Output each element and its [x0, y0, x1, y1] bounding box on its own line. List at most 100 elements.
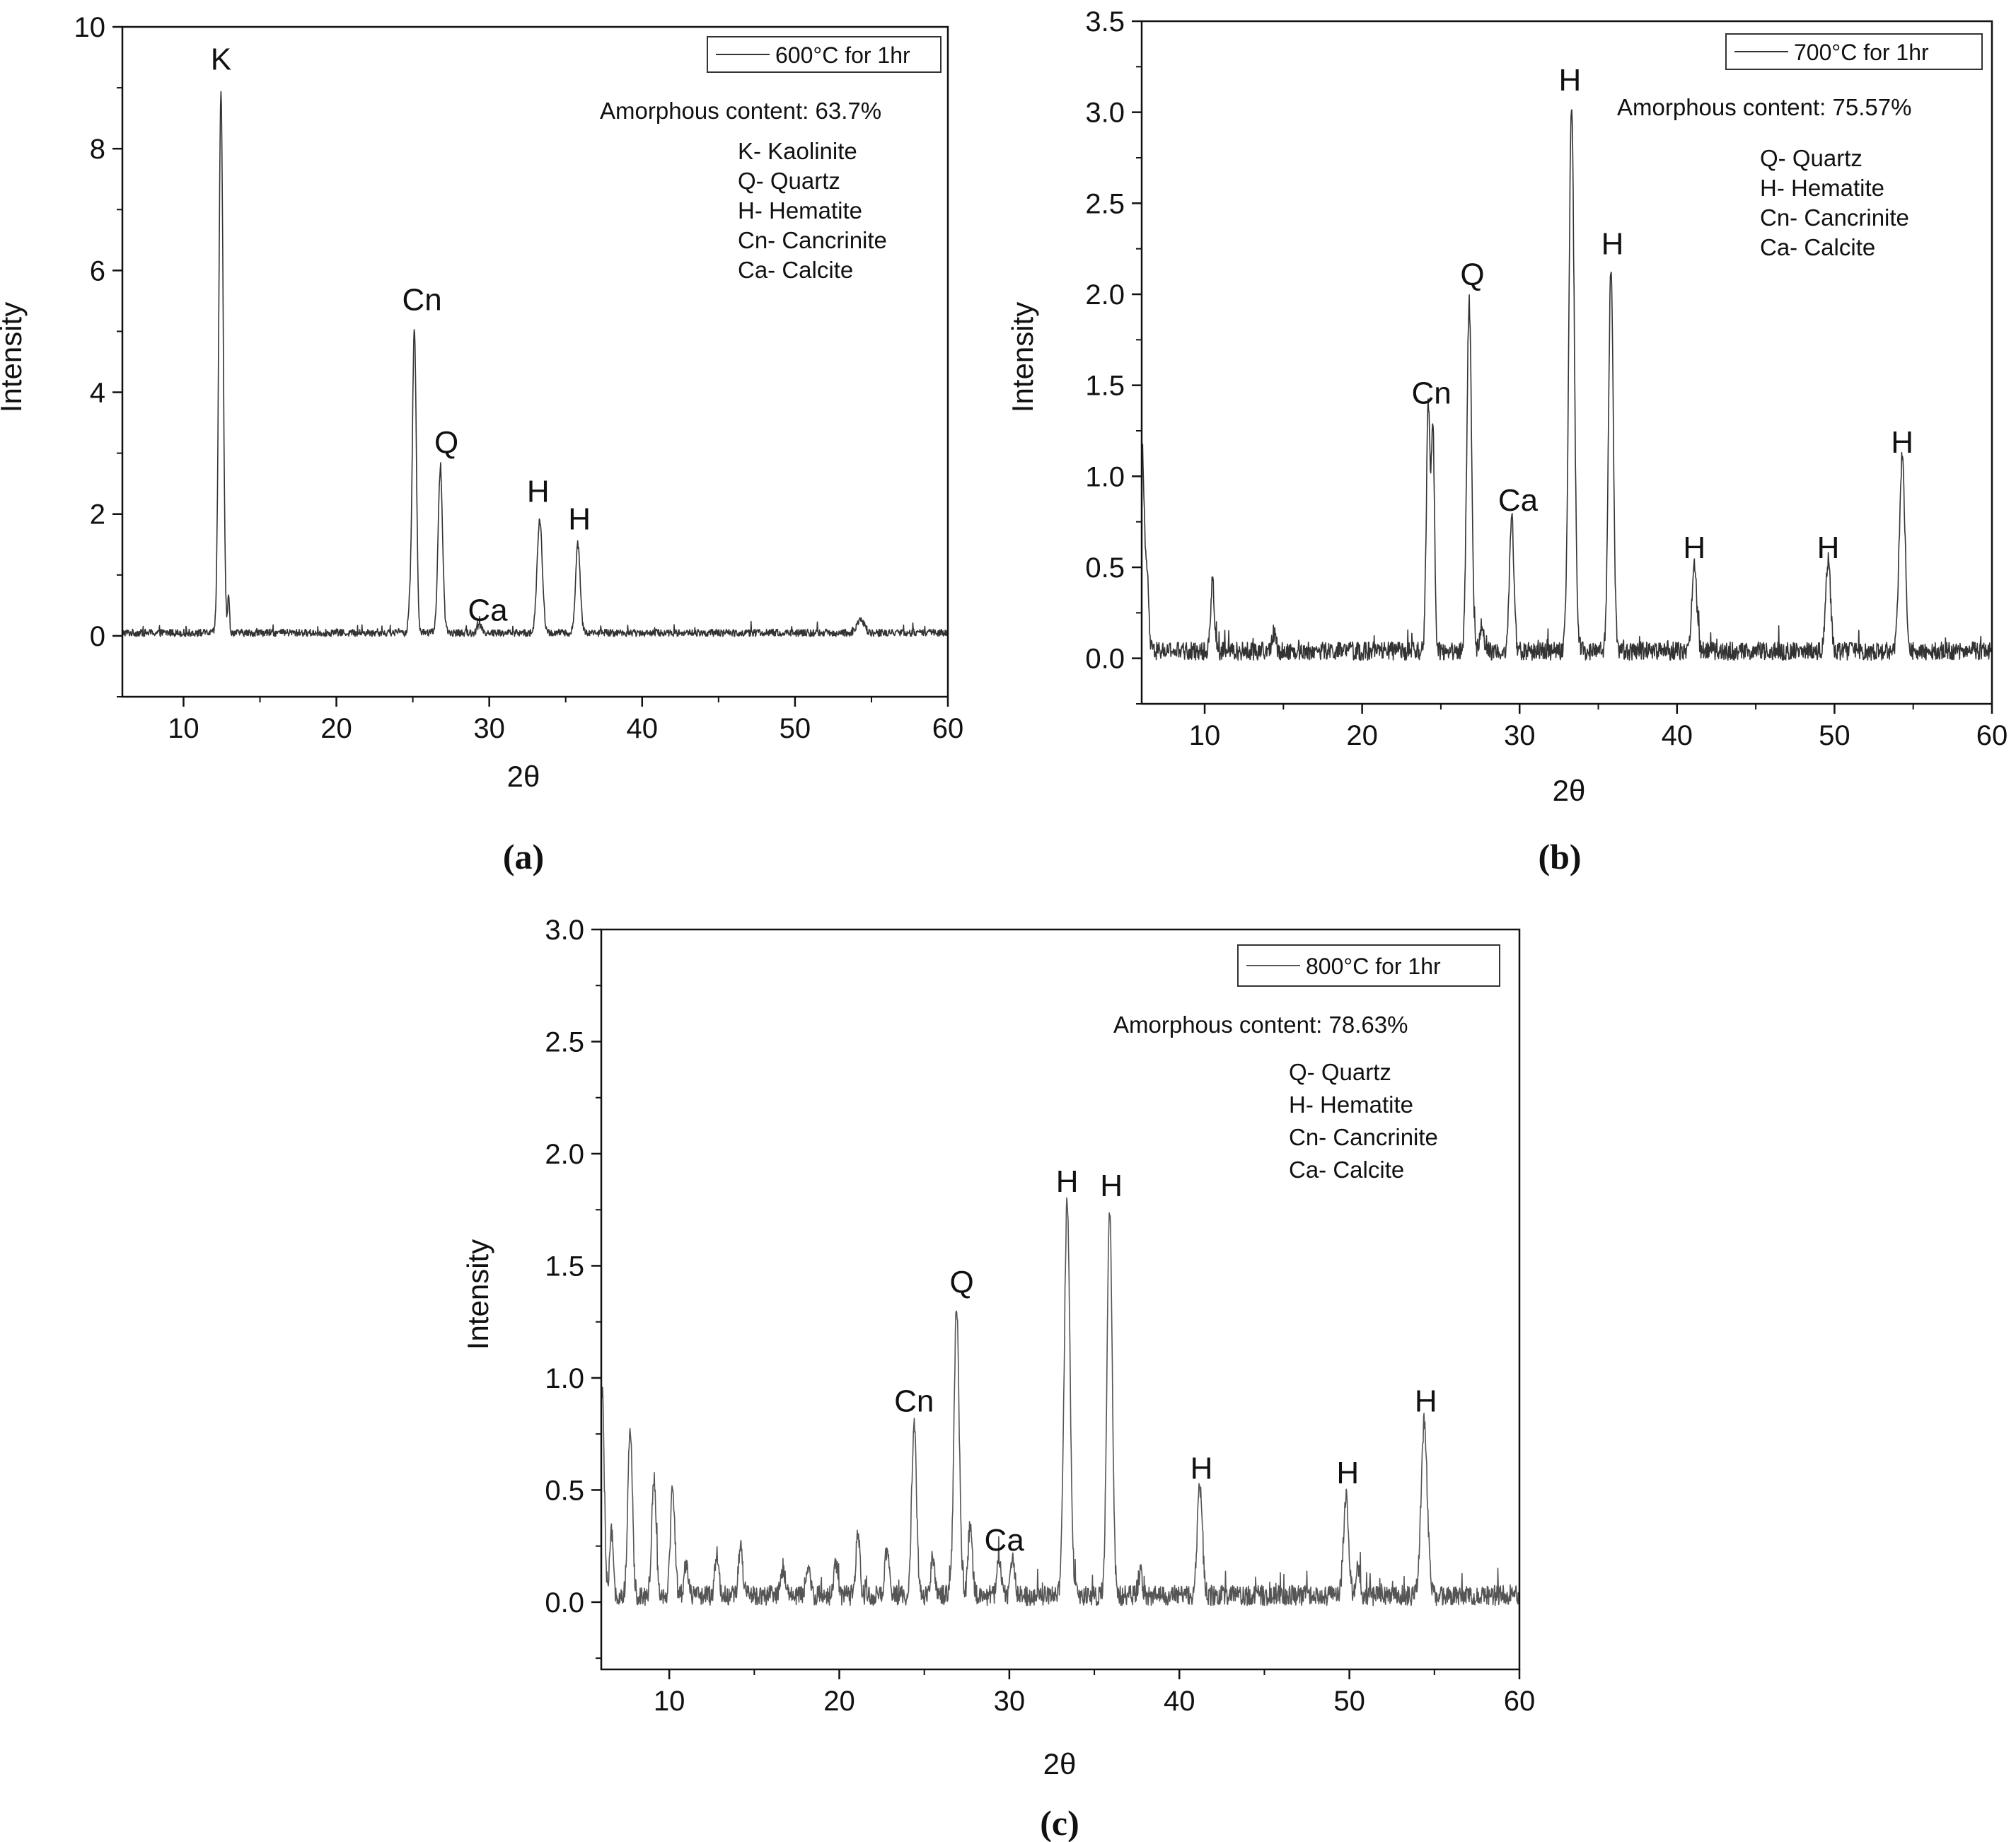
- peak-label: Ca: [1498, 483, 1539, 518]
- phase-key-item: Cn- Cancrinite: [1289, 1124, 1438, 1150]
- amorphous-content-note: Amorphous content: 75.57%: [1617, 94, 1911, 120]
- x-tick-label: 60: [932, 713, 964, 744]
- y-axis-title: Intensity: [461, 1239, 494, 1350]
- peak-label: Cn: [894, 1384, 934, 1418]
- x-tick-label: 30: [1504, 720, 1536, 751]
- y-tick-label: 0.0: [545, 1587, 584, 1618]
- peak-label: H: [1559, 63, 1582, 98]
- plot-frame: [600, 928, 1521, 1671]
- peak-label: Q: [949, 1265, 973, 1299]
- phase-key-item: K- Kaolinite: [738, 138, 857, 164]
- x-tick-label: 40: [627, 713, 659, 744]
- x-tick-label: 10: [168, 713, 199, 744]
- y-tick-label: 1.5: [1085, 371, 1125, 402]
- phase-key-item: H- Hematite: [1289, 1091, 1413, 1118]
- y-tick-label: 3.0: [1085, 98, 1125, 129]
- panel-label: (b): [1538, 837, 1581, 876]
- y-tick-label: 0.5: [1085, 552, 1125, 584]
- phase-key-item: Cn- Cancrinite: [1760, 204, 1909, 231]
- x-tick-label: 50: [1333, 1686, 1365, 1717]
- peak-label: H: [568, 502, 591, 536]
- legend: 800°C for 1hr: [1237, 944, 1500, 987]
- x-tick-label: 60: [1504, 1686, 1536, 1717]
- y-tick-label: 10: [74, 12, 106, 43]
- peak-label: H: [1817, 531, 1840, 565]
- x-tick-label: 30: [994, 1686, 1026, 1717]
- peak-label: Ca: [468, 593, 508, 627]
- y-tick-label: 1.5: [545, 1251, 584, 1282]
- y-tick-label: 2: [90, 499, 105, 531]
- y-tick-label: 0.0: [1085, 644, 1125, 675]
- plot-frame: [1140, 20, 1993, 705]
- x-tick-label: 10: [654, 1686, 685, 1717]
- legend: 700°C for 1hr: [1725, 33, 1983, 70]
- legend: 600°C for 1hr: [707, 36, 942, 73]
- peak-label: H: [1683, 531, 1705, 565]
- y-tick-label: 6: [90, 255, 105, 286]
- peak-label: Q: [1460, 257, 1484, 292]
- phase-key-item: Q- Quartz: [1289, 1059, 1391, 1085]
- peak-label: H: [1191, 1452, 1213, 1486]
- peak-label: H: [1415, 1384, 1437, 1418]
- xrd-series-line: [601, 1197, 1520, 1606]
- legend-label: 800°C for 1hr: [1306, 954, 1441, 979]
- panel-label: (c): [1040, 1803, 1079, 1842]
- plot-frame: [121, 25, 949, 698]
- peak-label: Q: [434, 426, 458, 460]
- panel-label: (a): [503, 837, 544, 876]
- peak-label: K: [211, 42, 231, 76]
- x-axis-title: 2θ: [507, 760, 540, 793]
- y-tick-label: 3.5: [1085, 6, 1125, 37]
- y-tick-label: 2.5: [545, 1026, 584, 1058]
- chart-panel-c: 10 20 30 40 50 60 0.0 0.5 1.0 1.5 2.0 2.5 3.0 2θ Inten…: [461, 915, 1535, 1842]
- y-tick-label: 4: [90, 378, 105, 409]
- y-tick-label: 2.0: [545, 1139, 584, 1170]
- phase-key-item: Cn- Cancrinite: [738, 227, 887, 253]
- xrd-series-line: [122, 91, 949, 637]
- y-tick-label: 2.5: [1085, 188, 1125, 219]
- peak-label: H: [527, 475, 550, 509]
- peak-label: H: [1601, 226, 1624, 261]
- x-tick-label: 60: [1976, 720, 2008, 751]
- peak-label: H: [1100, 1169, 1123, 1203]
- y-tick-label: 1.0: [1085, 461, 1125, 492]
- x-tick-label: 50: [1819, 720, 1850, 751]
- phase-key-item: Ca- Calcite: [738, 257, 853, 283]
- y-axis-title: Intensity: [0, 302, 28, 412]
- phase-key-item: H- Hematite: [738, 197, 862, 224]
- phase-key-item: Ca- Calcite: [1760, 234, 1875, 260]
- y-tick-label: 0.5: [545, 1475, 584, 1506]
- peak-label: Cn: [402, 282, 441, 317]
- y-tick-label: 8: [90, 134, 105, 165]
- x-axis-title: 2θ: [1553, 774, 1586, 807]
- x-tick-label: 30: [473, 713, 505, 744]
- x-tick-label: 20: [1346, 720, 1378, 751]
- x-tick-label: 40: [1164, 1686, 1195, 1717]
- peak-label: Ca: [985, 1523, 1025, 1558]
- peak-label: H: [1336, 1456, 1359, 1490]
- x-tick-label: 10: [1189, 720, 1221, 751]
- phase-key-item: Q- Quartz: [738, 168, 840, 194]
- phase-key-item: H- Hematite: [1760, 175, 1884, 201]
- chart-panel-a: 10 20 30 40 50 60 0 2 4 6 8 10 2θ Intensity 600°C for …: [0, 12, 963, 876]
- amorphous-content-note: Amorphous content: 63.7%: [600, 98, 881, 124]
- legend-label: 600°C for 1hr: [775, 42, 910, 68]
- y-axis-title: Intensity: [1006, 302, 1039, 412]
- amorphous-content-note: Amorphous content: 78.63%: [1113, 1012, 1408, 1038]
- peak-label: H: [1891, 425, 1913, 460]
- y-tick-label: 1.0: [545, 1363, 584, 1394]
- legend-label: 700°C for 1hr: [1794, 40, 1929, 65]
- x-tick-label: 50: [780, 713, 811, 744]
- peak-label: Cn: [1411, 376, 1451, 410]
- phase-key-item: Q- Quartz: [1760, 145, 1863, 171]
- x-axis-title: 2θ: [1043, 1747, 1077, 1780]
- xrd-series-line: [1141, 109, 1993, 661]
- x-tick-label: 20: [320, 713, 352, 744]
- y-tick-label: 2.0: [1085, 279, 1125, 311]
- y-tick-label: 3.0: [545, 915, 584, 946]
- x-tick-label: 20: [823, 1686, 855, 1717]
- y-tick-label: 0: [90, 621, 105, 652]
- chart-panel-b: 10 20 30 40 50 60 0.0 0.5 1.0 1.5 2.0 2.5 3.0 3.5 2θ In…: [1006, 6, 2008, 876]
- x-tick-label: 40: [1662, 720, 1693, 751]
